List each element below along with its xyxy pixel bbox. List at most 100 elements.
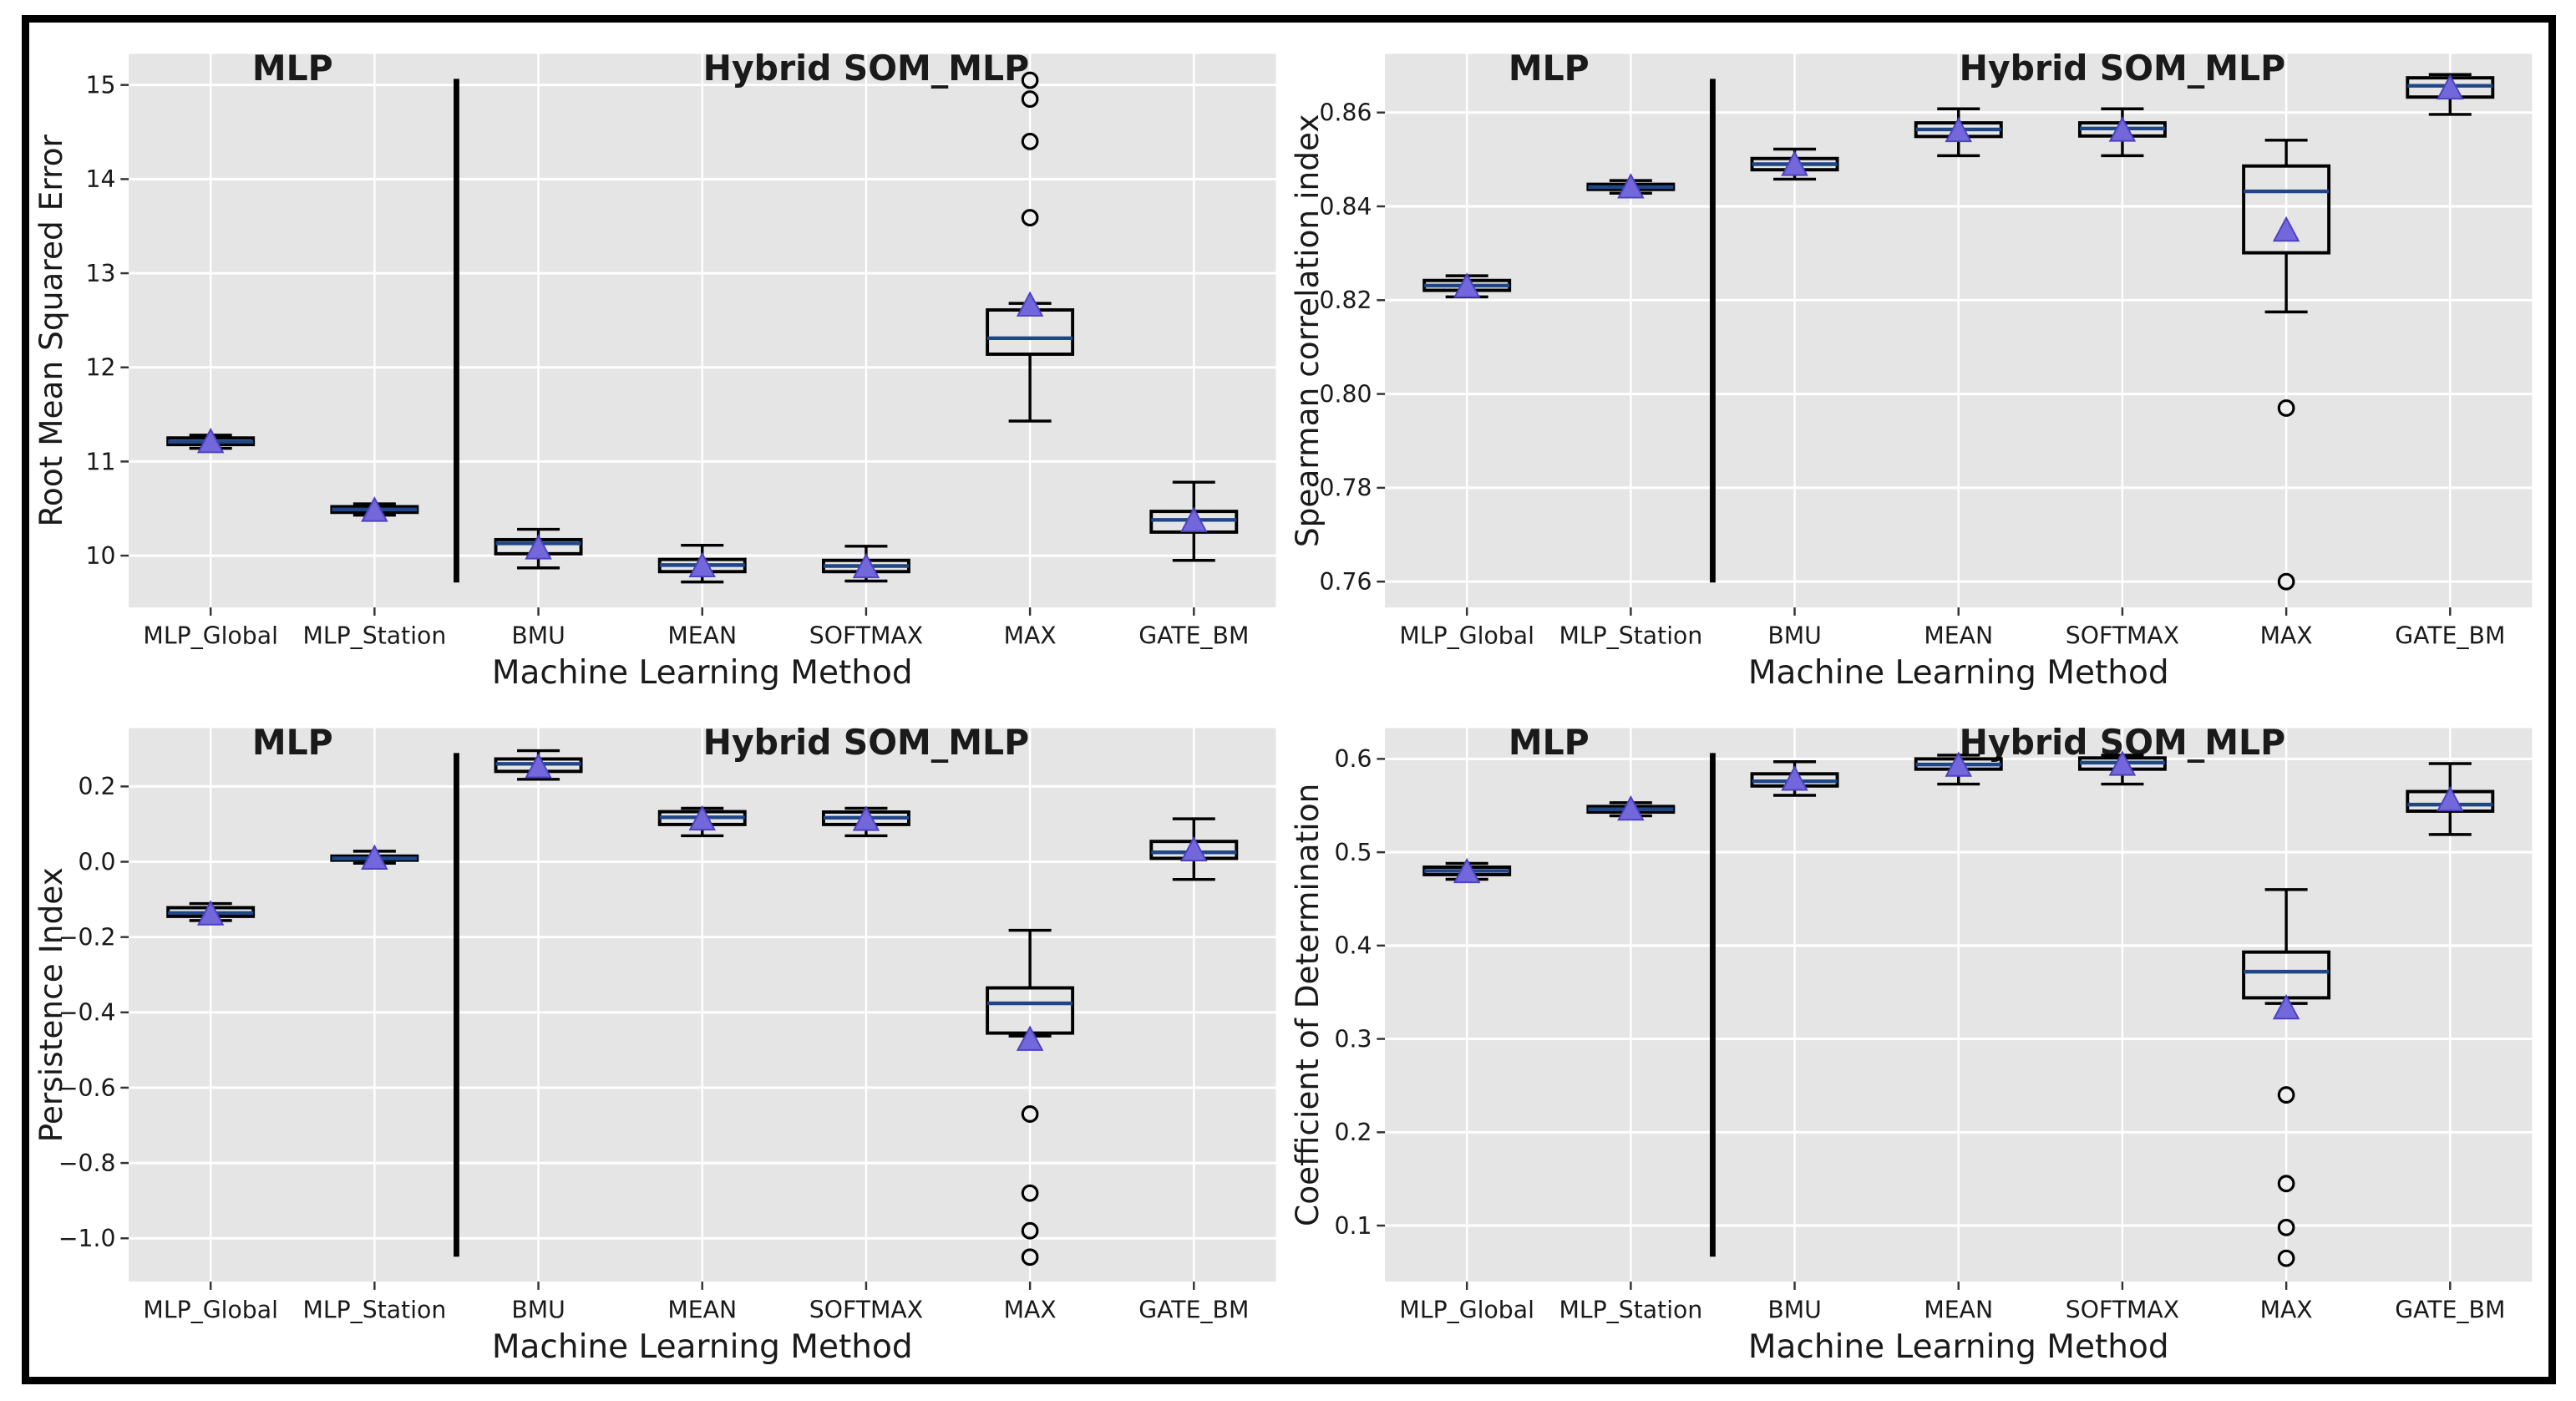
box-MEAN [1914, 107, 2003, 158]
y-axis-title: Coefficient of Determination [1289, 783, 1326, 1226]
x-axis: MLP_Global MLP_Station BMU MEAN SOFTMAX MAX GA… [143, 1281, 1249, 1323]
y-tick-label: 11 [86, 448, 116, 475]
group-title-hybrid: Hybrid SOM_MLP [1960, 48, 2285, 89]
x-tick-label-MEAN: MEAN [667, 622, 737, 649]
x-tick-label-SOFTMAX: SOFTMAX [809, 1296, 923, 1323]
y-axis: 0.76 0.78 0.80 0.82 0.84 0.86 [1320, 99, 1386, 596]
outlier-point [2277, 1249, 2295, 1267]
x-tick-label-GATE_BM: GATE_BM [1138, 1296, 1249, 1323]
x-tick-label-SOFTMAX: SOFTMAX [2066, 1296, 2179, 1323]
mean-marker [852, 805, 880, 831]
mean-marker [1945, 116, 1973, 143]
mean-marker [688, 805, 717, 830]
y-axis: 10 11 12 13 14 15 [86, 71, 129, 570]
x-tick-label-MLP_Global: MLP_Global [1399, 1296, 1534, 1323]
y-tick-label: 0.5 [1335, 838, 1372, 865]
mean-marker [1781, 764, 1808, 791]
y-tick-label: 0.0 [79, 848, 116, 876]
iqr-box [2242, 164, 2331, 255]
mean-marker [361, 844, 388, 870]
figure-border-frame: 10 11 12 13 14 15 MLP_Global MLP_Station BMU MEAN… [22, 15, 2556, 1384]
y-tick-label: −0.8 [58, 1149, 116, 1176]
y-tick-label: 0.1 [1335, 1211, 1372, 1239]
outlier-point [1021, 132, 1039, 150]
mean-marker [688, 551, 717, 578]
x-tick-label-MAX: MAX [1004, 622, 1057, 649]
y-tick-label: 0.82 [1320, 287, 1372, 314]
x-tick-label-MLP_Station: MLP_Station [302, 622, 446, 649]
outlier-point [2277, 1085, 2295, 1104]
mean-marker [1945, 750, 1973, 777]
x-tick-label-MLP_Station: MLP_Station [302, 1296, 446, 1323]
box-BMU [1750, 147, 1839, 181]
x-tick-label-BMU: BMU [511, 622, 565, 649]
x-tick-label-MAX: MAX [2260, 622, 2313, 649]
x-axis-title: Machine Learning Method [492, 654, 913, 692]
y-tick-label: −0.4 [58, 998, 116, 1026]
box-BMU [494, 749, 583, 781]
boxplot-top-left: 10 11 12 13 14 15 MLP_Global MLP_Station BMU MEAN… [33, 48, 1276, 692]
y-tick-label: −0.6 [58, 1074, 116, 1101]
outlier-point [2277, 572, 2295, 591]
y-tick-label: 0.2 [79, 773, 116, 800]
x-tick-label-GATE_BM: GATE_BM [1138, 622, 1249, 649]
box-MAX [2242, 139, 2331, 591]
boxplot-top-right: 0.76 0.78 0.80 0.82 0.84 0.86 MLP_Global MLP_St… [1289, 48, 2533, 692]
y-tick-label: 0.6 [1335, 745, 1372, 773]
y-tick-label: −0.2 [58, 923, 116, 951]
mean-marker [2108, 116, 2137, 142]
box-MEAN [657, 805, 747, 837]
boxplot-bottom-right: 0.1 0.2 0.3 0.4 0.5 0.6 MLP_Global MLP_Station B… [1289, 722, 2533, 1365]
subplot-persistence: 0.2 0.0 −0.2 −0.4 −0.6 −0.8 −1.0 MLP_Global MLP_… [33, 700, 1289, 1374]
box-MLP_Global [1422, 857, 1512, 883]
y-tick-label: 0.76 [1320, 568, 1372, 596]
y-tick-label: 15 [86, 71, 116, 99]
x-tick-label-MAX: MAX [1004, 1296, 1057, 1323]
mean-marker [2272, 216, 2300, 242]
outlier-point [1021, 90, 1039, 109]
x-axis: MLP_Global MLP_Station BMU MEAN SOFTMAX MAX GA… [1399, 1281, 2505, 1323]
x-tick-label-BMU: BMU [511, 1296, 565, 1323]
outlier-point [1021, 1247, 1039, 1266]
box-SOFTMAX [821, 545, 910, 583]
y-axis-title: Persistence Index [33, 867, 69, 1142]
box-SOFTMAX [821, 805, 910, 837]
x-tick-label-BMU: BMU [1767, 1296, 1821, 1323]
x-tick-label-SOFTMAX: SOFTMAX [809, 622, 923, 649]
mean-marker [1453, 857, 1481, 883]
x-axis: MLP_Global MLP_Station BMU MEAN SOFTMAX MAX GA… [1399, 607, 2505, 649]
box-MAX [2242, 887, 2331, 1267]
mean-marker [1016, 1024, 1044, 1051]
box-MLP_Global [166, 899, 256, 926]
subplot-rmse: 10 11 12 13 14 15 MLP_Global MLP_Station BMU MEAN… [33, 26, 1289, 700]
box-MLP_Station [330, 844, 419, 870]
outlier-point [2277, 1218, 2295, 1236]
box-MAX [986, 928, 1075, 1266]
box-GATE_BM [1149, 480, 1239, 562]
outlier-point [2277, 1174, 2295, 1192]
box-MLP_Global [166, 427, 256, 454]
box-MEAN [1914, 750, 2003, 785]
mean-marker [525, 534, 552, 560]
outlier-point [1021, 71, 1039, 89]
mean-marker [2437, 74, 2464, 100]
x-tick-label-MEAN: MEAN [1924, 1296, 1993, 1323]
mean-marker [1016, 291, 1044, 317]
box-GATE_BM [2406, 73, 2495, 116]
y-tick-label: 0.4 [1335, 931, 1372, 959]
x-tick-label-GATE_BM: GATE_BM [2395, 622, 2505, 649]
subplot-spearman: 0.76 0.78 0.80 0.82 0.84 0.86 MLP_Global MLP_St… [1289, 26, 2545, 700]
outlier-point [1021, 1104, 1039, 1123]
x-tick-label-GATE_BM: GATE_BM [2395, 1296, 2505, 1323]
box-MEAN [657, 543, 747, 584]
box-GATE_BM [1149, 816, 1239, 881]
group-title-hybrid: Hybrid SOM_MLP [703, 722, 1029, 762]
mean-marker [1180, 835, 1208, 861]
x-axis: MLP_Global MLP_Station BMU MEAN SOFTMAX MAX GA… [143, 607, 1249, 649]
box-BMU [1750, 759, 1839, 797]
mean-marker [2437, 785, 2464, 811]
box-MLP_Station [1586, 794, 1676, 820]
mean-marker [1617, 173, 1645, 199]
